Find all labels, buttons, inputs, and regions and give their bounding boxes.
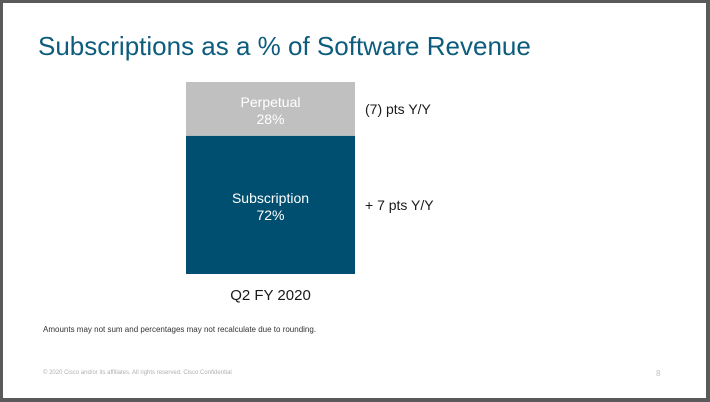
bar-segment-perpetual xyxy=(186,82,355,136)
series-label-subscription: Subscription xyxy=(232,190,309,206)
category-label: Q2 FY 2020 xyxy=(230,287,311,304)
data-label-subscription: 72% xyxy=(256,207,284,223)
annotation-perpetual: (7) pts Y/Y xyxy=(365,101,432,117)
slide: Subscriptions as a % of Software Revenue… xyxy=(3,3,706,398)
annotation-subscription: + 7 pts Y/Y xyxy=(365,197,434,213)
bar-segment-subscription xyxy=(186,135,355,274)
series-label-perpetual: Perpetual xyxy=(241,94,301,110)
slide-title: Subscriptions as a % of Software Revenue xyxy=(38,31,531,61)
footnote: Amounts may not sum and percentages may … xyxy=(43,325,317,334)
copyright-notice: © 2020 Cisco and/or its affiliates. All … xyxy=(43,370,232,376)
page-number: 8 xyxy=(656,369,661,378)
data-label-perpetual: 28% xyxy=(256,111,284,127)
